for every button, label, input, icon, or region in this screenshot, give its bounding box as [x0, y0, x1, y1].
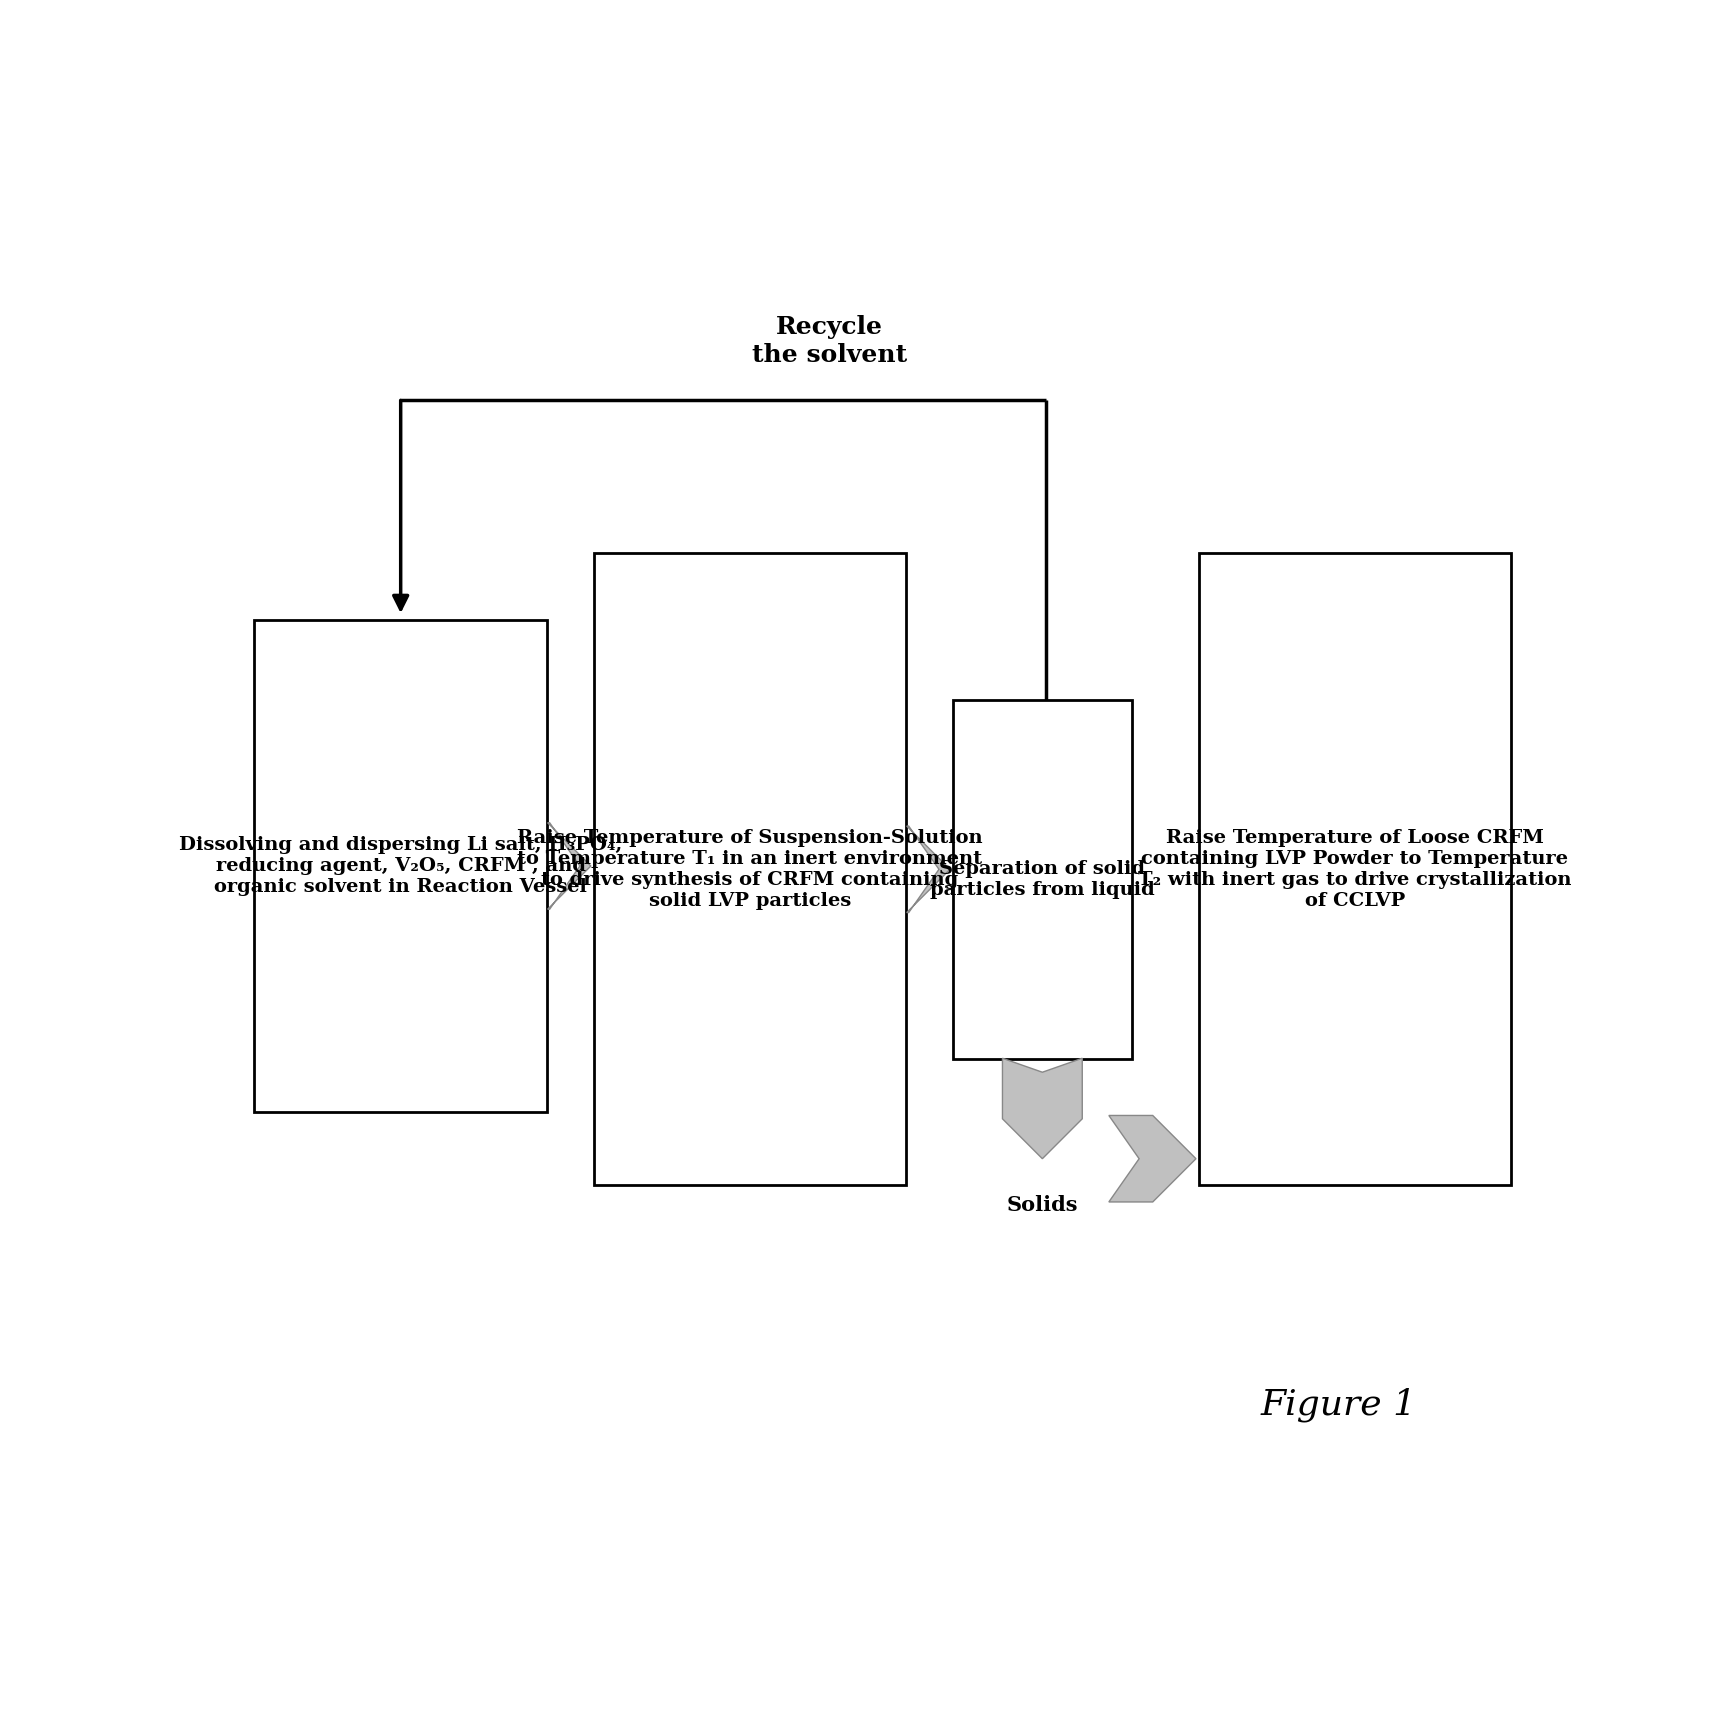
Polygon shape — [906, 826, 951, 912]
FancyBboxPatch shape — [594, 553, 906, 1185]
Polygon shape — [1002, 1058, 1083, 1159]
Text: Recycle
the solvent: Recycle the solvent — [752, 314, 908, 366]
FancyBboxPatch shape — [952, 700, 1133, 1059]
Text: Raise Temperature of Suspension-Solution
to Temperature T₁ in an inert environme: Raise Temperature of Suspension-Solution… — [517, 829, 983, 909]
FancyBboxPatch shape — [1199, 553, 1512, 1185]
Polygon shape — [1109, 1116, 1196, 1203]
Text: Dissolving and dispersing Li salt, H₃PO₄,
reducing agent, V₂O₅, CRFM , and
organ: Dissolving and dispersing Li salt, H₃PO₄… — [178, 836, 623, 895]
Text: Solids: Solids — [1007, 1196, 1078, 1215]
FancyBboxPatch shape — [254, 620, 547, 1113]
Text: Separation of solid
particles from liquid: Separation of solid particles from liqui… — [930, 861, 1155, 899]
Text: Figure 1: Figure 1 — [1260, 1388, 1416, 1422]
Text: Raise Temperature of Loose CRFM
containing LVP Powder to Temperature
T₂ with ine: Raise Temperature of Loose CRFM containi… — [1138, 829, 1572, 909]
Polygon shape — [547, 823, 590, 909]
